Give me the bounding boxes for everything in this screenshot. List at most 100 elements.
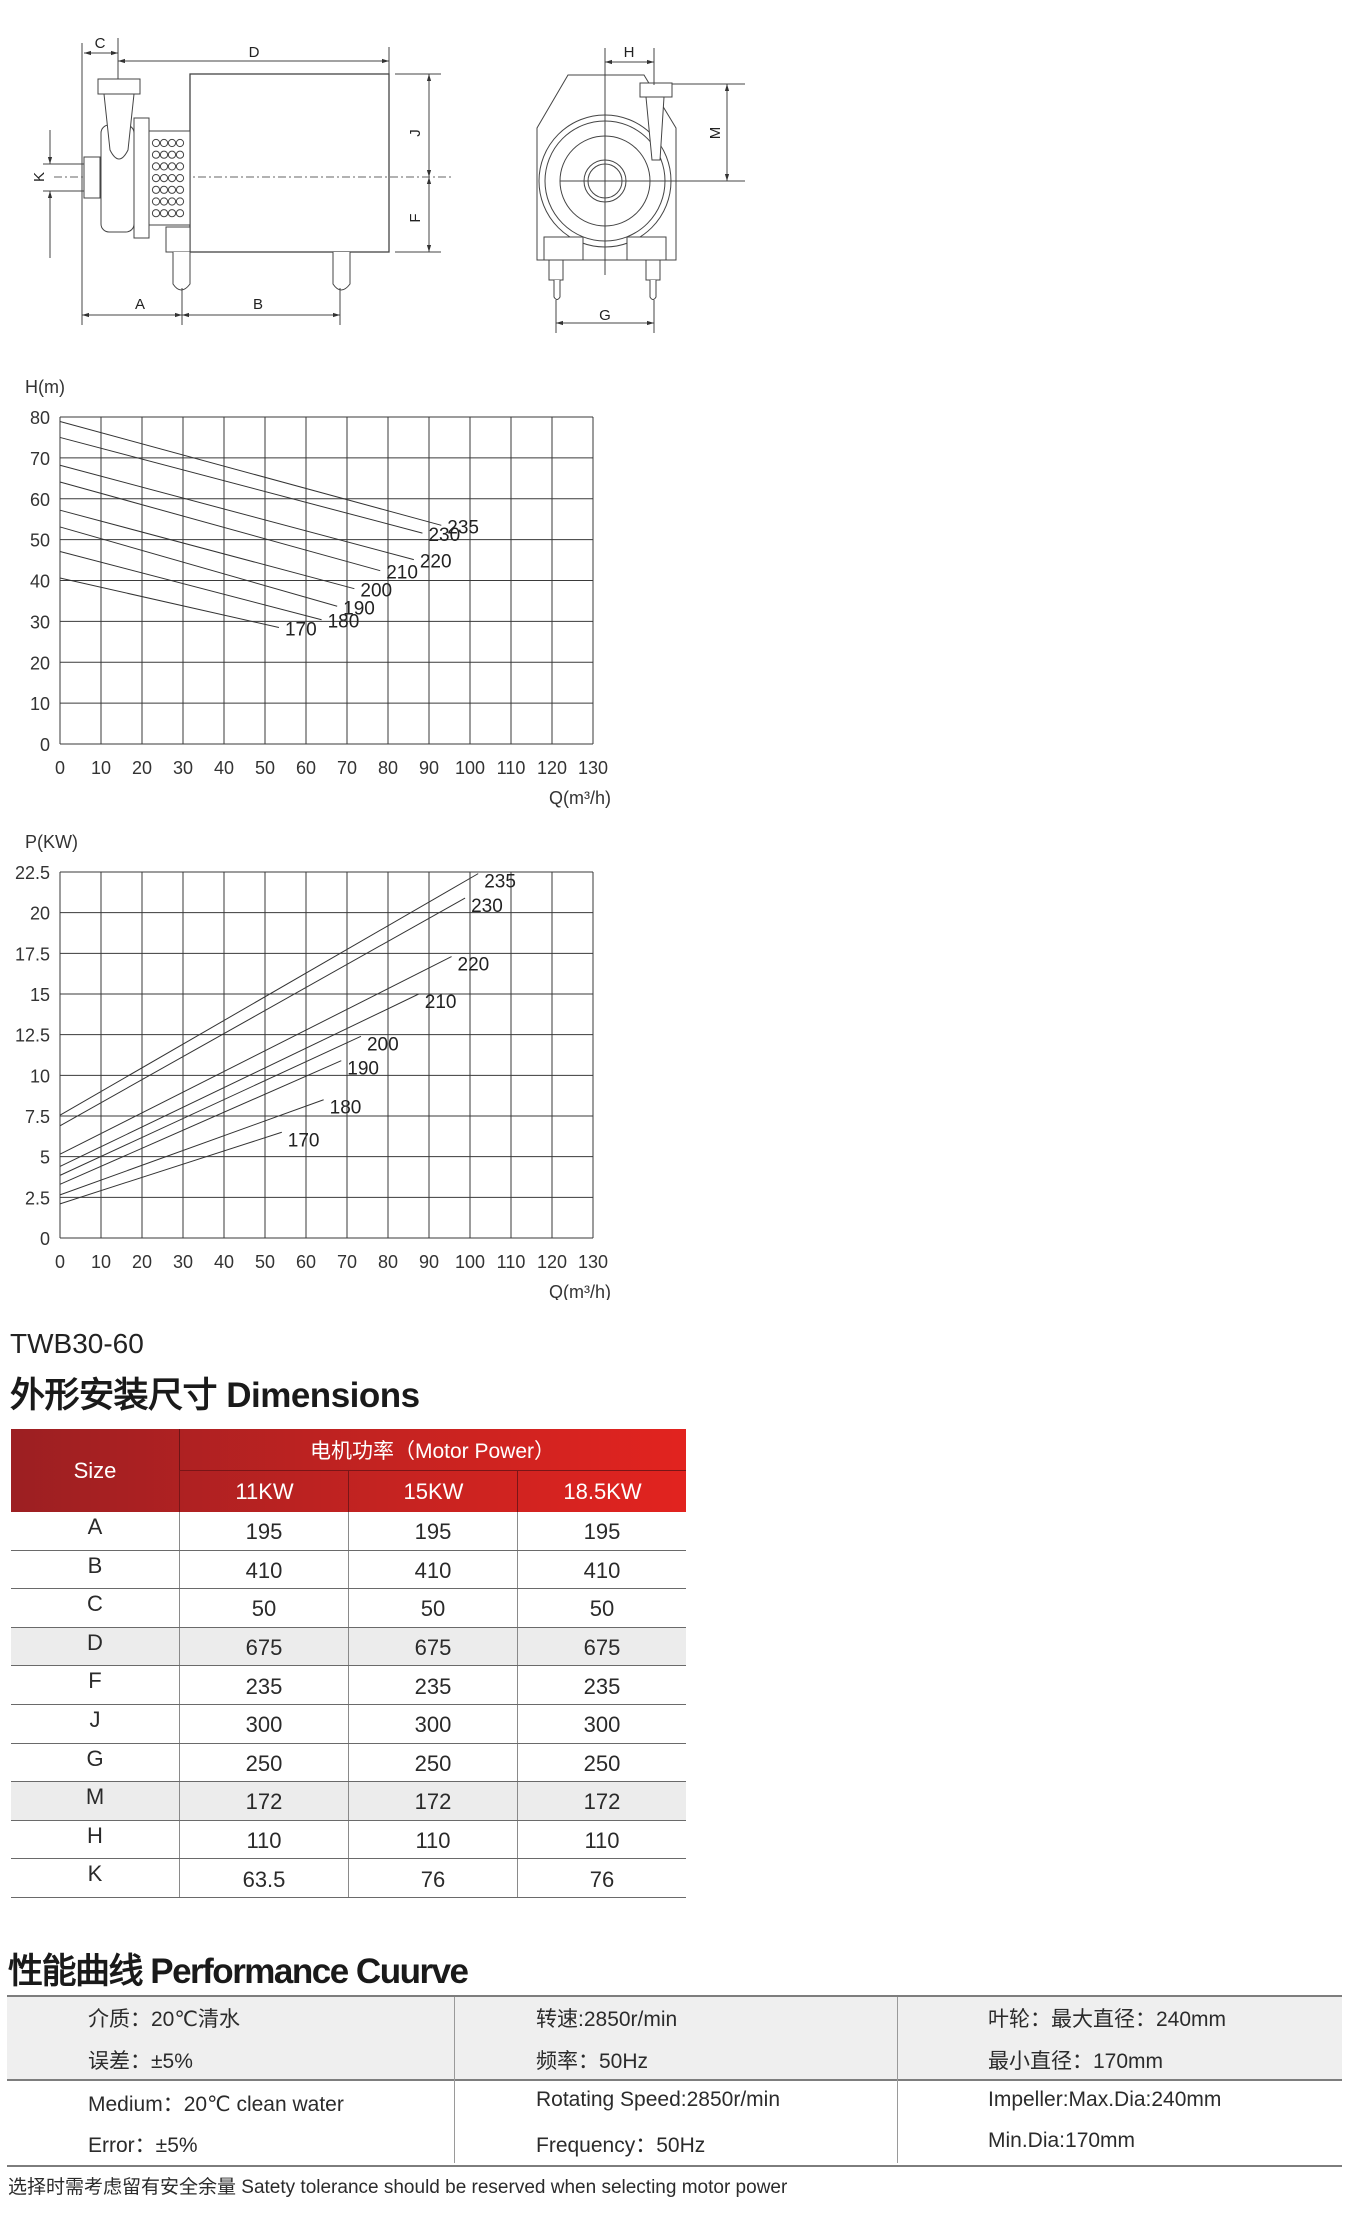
curve-label-190: 190 (347, 1059, 379, 1080)
curve-label-210: 210 (386, 563, 418, 584)
value-cell: 300 (348, 1704, 517, 1743)
curve-200 (59, 509, 355, 590)
y-tick-label: 80 (30, 408, 50, 428)
power-curve-chart: 0 10 20 30 40 50 60 70 80 90 100 110 120 130 0 2.5 5 7.5 1… (15, 832, 611, 1300)
curve-label-170: 170 (288, 1130, 320, 1151)
hole (159, 185, 169, 194)
size-cell: G (86, 1745, 104, 1771)
table-row: A 195 195 195 (11, 1512, 686, 1551)
hole (159, 174, 169, 183)
value-cell: 250 (179, 1743, 348, 1782)
header-power-15kw: 15KW (348, 1471, 518, 1512)
medium-cn: 介质：20℃清水 (88, 2008, 240, 2031)
curve-170 (59, 577, 280, 628)
value-cell: 50 (348, 1589, 517, 1627)
value-cell: 235 (348, 1666, 517, 1704)
curve-label-180: 180 (330, 1098, 362, 1119)
table-row: H 110 110 110 (11, 1820, 686, 1860)
table-row: K 63.5 76 76 (11, 1859, 686, 1898)
performance-info-table: 介质：20℃清水 误差：±5% 转速:2850r/min 频率：50Hz 叶轮：… (7, 1995, 1342, 2167)
y-axis-label: H(m) (25, 377, 65, 397)
value-cell: 675 (517, 1627, 686, 1666)
hole (159, 138, 169, 148)
speed-cn: 转速:2850r/min (536, 2008, 678, 2031)
hole (167, 209, 177, 218)
curve-label-220: 220 (420, 552, 452, 573)
y-tick-label: 5 (40, 1148, 50, 1168)
value-cell: 300 (517, 1704, 686, 1743)
x-tick-label: 80 (378, 758, 398, 778)
label-c: C (95, 35, 106, 52)
label-j: J (407, 129, 424, 137)
y-tick-label: 7.5 (25, 1107, 50, 1127)
hole (175, 209, 185, 218)
x-tick-label: 120 (537, 758, 567, 778)
x-axis-label: Q(m³/h) (549, 1282, 611, 1300)
error-en: Error：±5% (88, 2134, 198, 2157)
hole (175, 138, 185, 148)
x-tick-label: 20 (132, 1252, 152, 1272)
dimension-labels: C D A B J F K H M G (31, 35, 724, 324)
x-tick-label: 30 (173, 1252, 193, 1272)
x-tick-label: 50 (255, 758, 275, 778)
value-cell: 50 (179, 1589, 348, 1627)
size-cell: H (87, 1822, 103, 1848)
hole (151, 209, 161, 218)
head-curve-chart: 0 10 20 30 40 50 60 70 80 90 100 110 120 130 0 10 20 30 40… (25, 377, 611, 808)
value-cell: 76 (517, 1859, 686, 1897)
hole (175, 162, 185, 171)
y-axis-label: P(KW) (25, 832, 78, 852)
hole (175, 185, 185, 194)
y-tick-label: 20 (30, 653, 50, 673)
label-g: G (599, 307, 611, 324)
label-m: M (707, 127, 724, 140)
y-tick-label: 10 (30, 1066, 50, 1086)
x-tick-label: 130 (578, 1252, 608, 1272)
curve-190 (59, 526, 338, 607)
size-cell: D (87, 1629, 103, 1655)
x-tick-label: 110 (497, 1252, 526, 1272)
curve-label-200: 200 (367, 1034, 399, 1055)
table-row: M 172 172 172 (11, 1782, 686, 1821)
x-tick-label: 100 (455, 1252, 485, 1272)
curve-label-170: 170 (285, 620, 317, 641)
y-tick-label: 0 (40, 1229, 50, 1249)
value-cell: 172 (517, 1782, 686, 1820)
y-tick-label: 40 (30, 572, 50, 592)
table-row: C 50 50 50 (11, 1589, 686, 1628)
curve-label-180: 180 (328, 612, 360, 633)
x-tick-label: 60 (296, 1252, 316, 1272)
hole (151, 185, 161, 194)
y-tick-label: 60 (30, 490, 50, 510)
value-cell: 410 (179, 1550, 348, 1589)
size-cell: B (87, 1552, 103, 1578)
y-tick-label: 17.5 (15, 944, 50, 964)
hole (175, 197, 185, 206)
value-cell: 675 (179, 1627, 348, 1666)
curve-235 (59, 873, 479, 1116)
end-view (536, 48, 745, 333)
y-tick-label: 20 (30, 904, 50, 924)
value-cell: 172 (179, 1782, 348, 1820)
curve-210 (59, 481, 381, 572)
x-tick-label: 30 (173, 758, 193, 778)
label-d: D (249, 44, 260, 61)
x-tick-label: 90 (419, 758, 439, 778)
y-tick-label: 30 (30, 612, 50, 632)
value-cell: 50 (517, 1589, 686, 1627)
medium-en: Medium：20℃ clean water (88, 2093, 344, 2116)
curve-label-200: 200 (360, 581, 392, 602)
x-tick-label: 40 (214, 758, 234, 778)
hole (167, 197, 177, 206)
safety-note: 选择时需考虑留有安全余量 Satety tolerance should be … (8, 2177, 788, 2198)
curve-label-210: 210 (425, 992, 457, 1013)
hole (151, 138, 161, 148)
header-motor-power: 电机功率（Motor Power） (179, 1429, 686, 1471)
hole (151, 162, 161, 171)
hole (167, 174, 177, 183)
value-cell: 76 (348, 1859, 517, 1897)
value-cell: 110 (517, 1820, 686, 1859)
frequency-cn: 频率：50Hz (536, 2050, 649, 2073)
hole (175, 150, 185, 159)
x-tick-label: 40 (214, 1252, 234, 1272)
